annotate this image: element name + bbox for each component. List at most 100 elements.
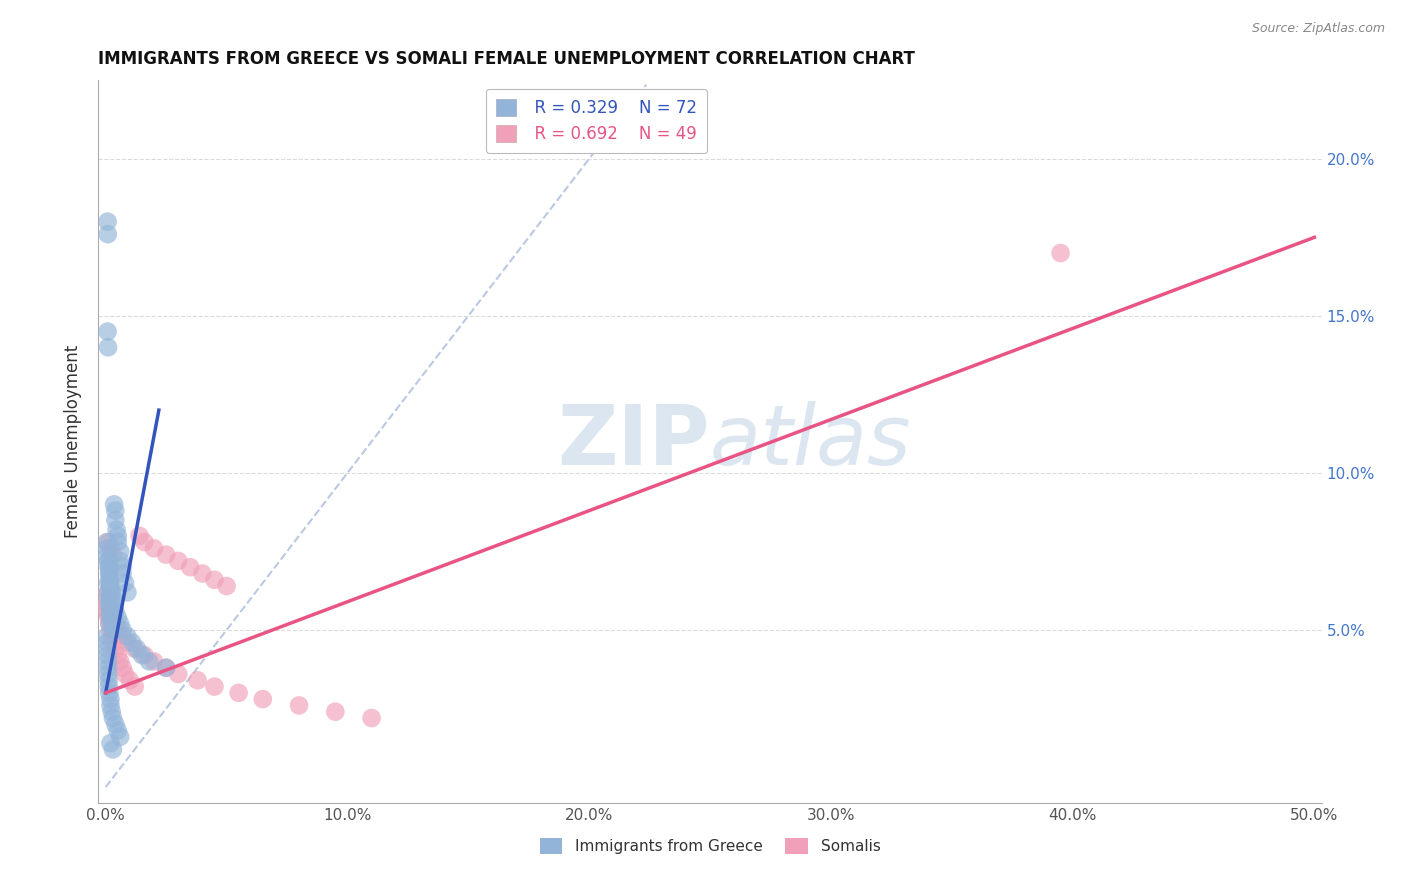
Point — [134, 535, 156, 549]
Point — [114, 667, 136, 681]
Point — [97, 340, 120, 354]
Point — [100, 541, 122, 556]
Point — [97, 585, 120, 599]
Point — [97, 560, 120, 574]
Point — [100, 698, 122, 713]
Point — [191, 566, 214, 581]
Point — [108, 554, 131, 568]
Point — [104, 641, 127, 656]
Point — [107, 623, 129, 637]
Point — [100, 705, 122, 719]
Point — [143, 541, 166, 556]
Point — [96, 641, 118, 656]
Point — [124, 680, 146, 694]
Point — [1049, 246, 1071, 260]
Point — [98, 598, 121, 612]
Point — [215, 579, 238, 593]
Point — [100, 604, 122, 618]
Point — [138, 655, 160, 669]
Point — [97, 598, 120, 612]
Point — [97, 535, 120, 549]
Point — [360, 711, 382, 725]
Point — [104, 503, 127, 517]
Point — [100, 598, 122, 612]
Point — [100, 623, 122, 637]
Point — [186, 673, 208, 688]
Point — [252, 692, 274, 706]
Point — [98, 566, 121, 581]
Text: Source: ZipAtlas.com: Source: ZipAtlas.com — [1251, 22, 1385, 36]
Point — [101, 711, 124, 725]
Point — [97, 667, 120, 681]
Point — [98, 686, 121, 700]
Point — [97, 575, 120, 590]
Point — [98, 616, 121, 631]
Text: atlas: atlas — [710, 401, 911, 482]
Point — [323, 705, 346, 719]
Point — [104, 616, 127, 631]
Point — [97, 214, 120, 228]
Point — [101, 591, 124, 606]
Point — [117, 635, 139, 649]
Point — [98, 607, 121, 622]
Point — [121, 635, 143, 649]
Point — [98, 573, 121, 587]
Point — [124, 641, 146, 656]
Point — [97, 554, 120, 568]
Point — [103, 598, 125, 612]
Point — [100, 585, 122, 599]
Point — [127, 641, 149, 656]
Point — [167, 667, 190, 681]
Point — [104, 604, 127, 618]
Point — [103, 497, 125, 511]
Point — [107, 610, 129, 624]
Point — [118, 673, 141, 688]
Y-axis label: Female Unemployment: Female Unemployment — [65, 345, 83, 538]
Point — [107, 529, 129, 543]
Point — [101, 742, 124, 756]
Point — [114, 575, 136, 590]
Point — [96, 598, 118, 612]
Point — [97, 648, 120, 662]
Point — [96, 635, 118, 649]
Point — [97, 591, 120, 606]
Point — [100, 610, 122, 624]
Point — [97, 661, 120, 675]
Point — [101, 635, 124, 649]
Point — [97, 591, 120, 606]
Point — [97, 325, 120, 339]
Point — [101, 623, 124, 637]
Point — [167, 554, 190, 568]
Point — [98, 575, 121, 590]
Point — [101, 616, 124, 631]
Point — [204, 573, 226, 587]
Point — [108, 616, 131, 631]
Point — [155, 548, 177, 562]
Point — [100, 736, 122, 750]
Point — [134, 648, 156, 662]
Point — [100, 591, 122, 606]
Point — [111, 560, 134, 574]
Point — [108, 730, 131, 744]
Point — [98, 566, 121, 581]
Point — [111, 623, 134, 637]
Point — [104, 513, 127, 527]
Point — [100, 582, 122, 597]
Point — [128, 529, 150, 543]
Point — [131, 648, 153, 662]
Point — [105, 523, 128, 537]
Point — [100, 604, 122, 618]
Point — [100, 629, 122, 643]
Point — [97, 655, 120, 669]
Point — [98, 560, 121, 574]
Point — [97, 227, 120, 242]
Point — [228, 686, 250, 700]
Point — [104, 717, 127, 731]
Point — [97, 610, 120, 624]
Point — [97, 680, 120, 694]
Point — [96, 629, 118, 643]
Point — [117, 585, 139, 599]
Point — [97, 607, 120, 622]
Point — [179, 560, 201, 574]
Point — [288, 698, 311, 713]
